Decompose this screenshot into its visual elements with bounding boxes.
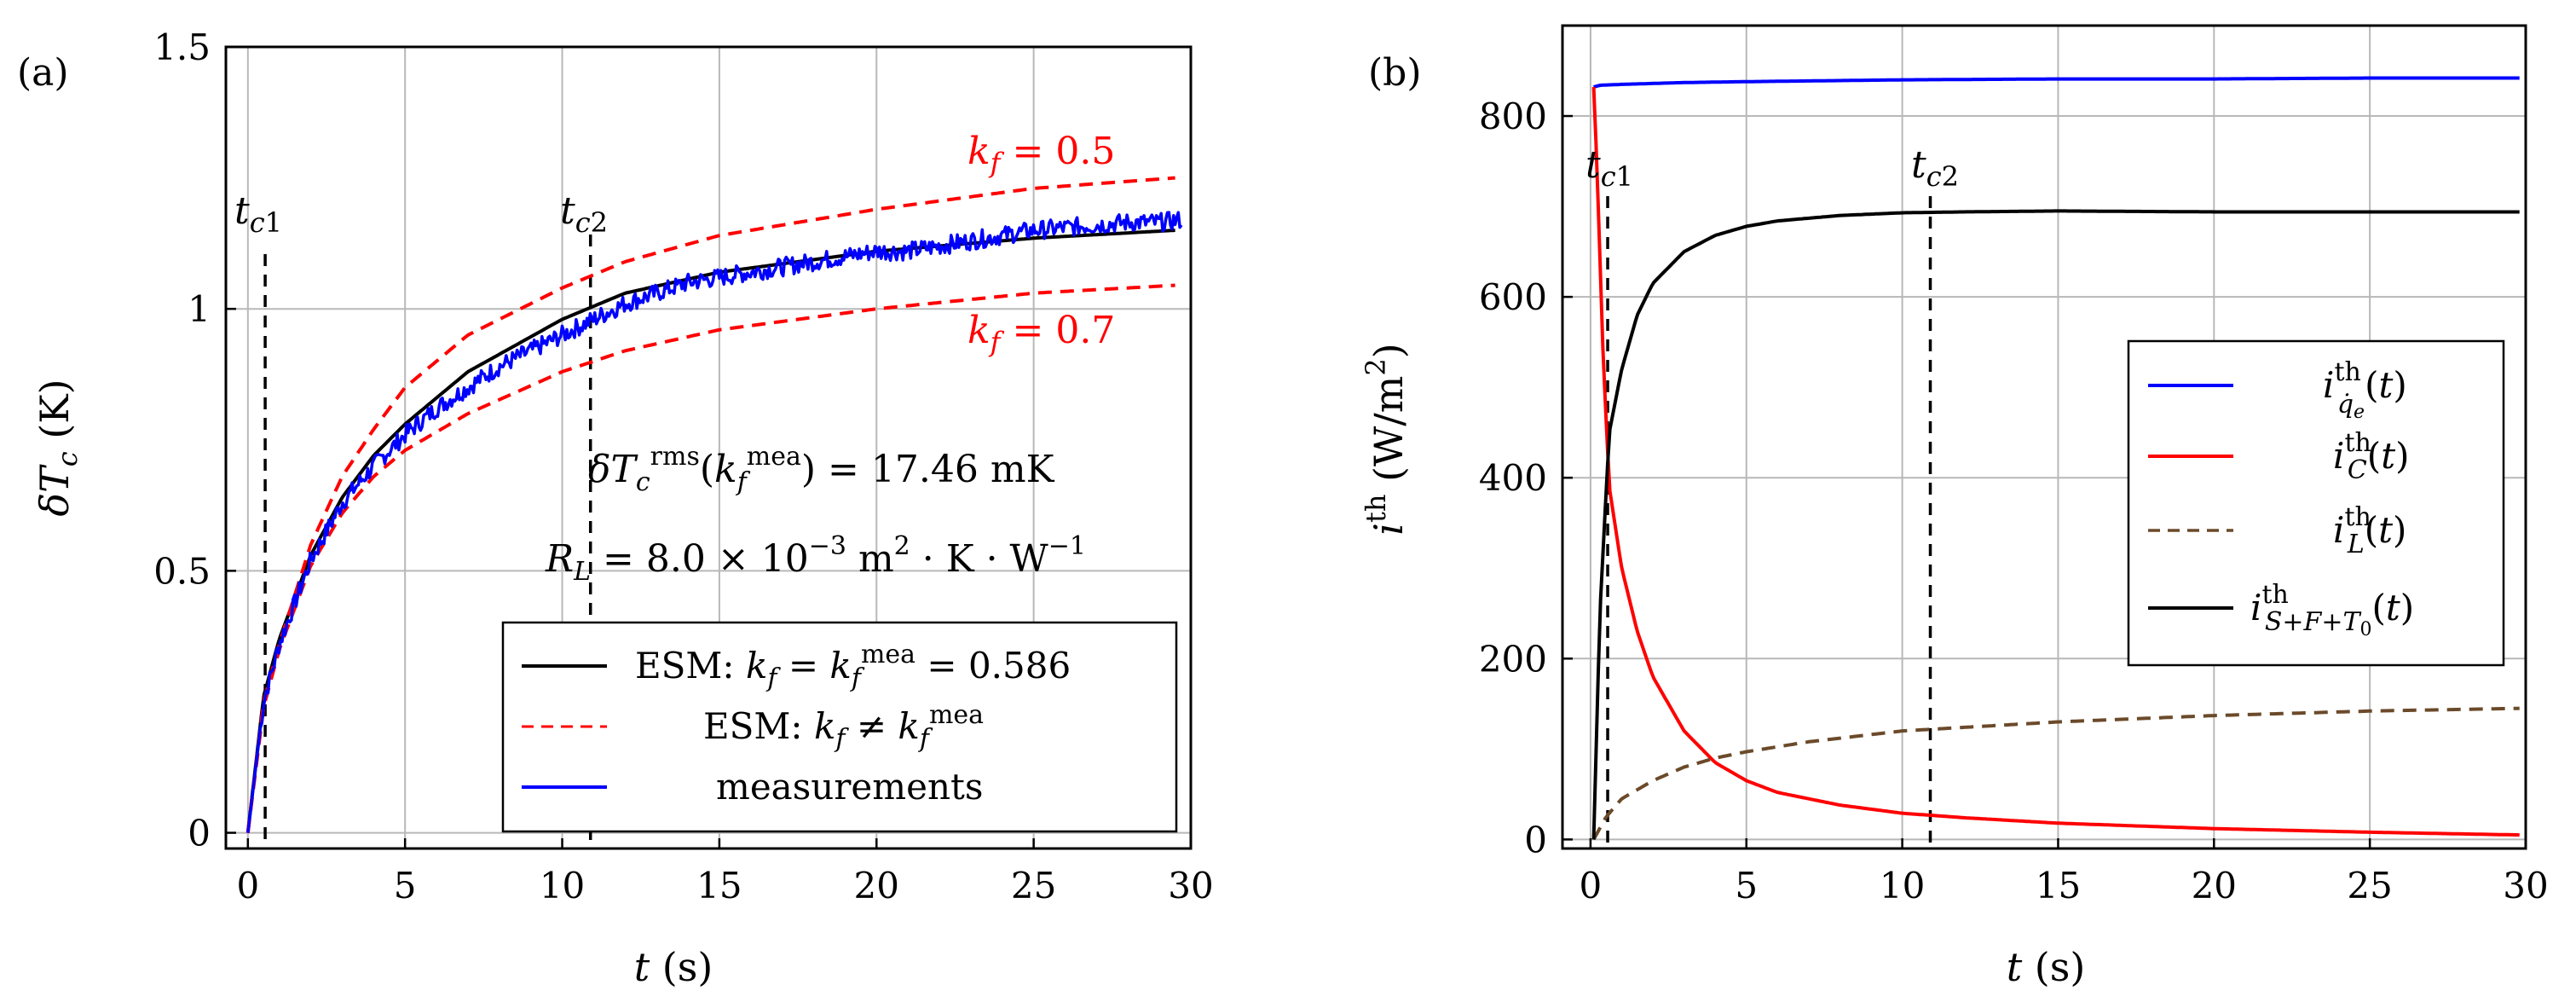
panel-b-series-line [1591,209,2520,840]
panel-a-legend-label-2: ESM: kf ≠ kfmea [703,700,984,754]
panel-a-series-line [245,229,1175,833]
panel-a-series-line [245,283,1175,833]
panel-b-ytick-label: 200 [1479,638,1547,680]
panel-b-legend-label-4: ith S+F+T0(t) [2250,580,2414,640]
panel-b-legend-box [2127,339,2505,667]
panel-a-kf07-label: kf = 0.7 [967,309,1115,358]
panel-b-grid [1562,26,2527,849]
panel-b-ytick-label: 800 [1479,96,1547,137]
panel-b-xtick-label: 0 [1580,865,1603,906]
panel-a-tc2-label: tc2 [560,189,608,239]
panel-a-series [245,176,1183,833]
panel-a-ytick-label: 1.5 [153,26,211,68]
panel-b-legend-label-3: ith L(t) [2333,502,2406,559]
panel-a-xlabel: t (s) [634,944,713,990]
panel-b-tc1-label: tc1 [1585,143,1633,193]
panel-b-xtick-label: 30 [2503,865,2548,906]
panel-b-xtick-label: 15 [2036,865,2081,906]
panel-a-ylabel: δTc (K) [32,379,84,516]
panel-a-ytick-label: 1 [188,288,211,330]
panel-b-xtick-label: 10 [1880,865,1925,906]
panel-a-legend-label-3: measurements [716,766,983,808]
panel-b-ylabel: ith (W/m2) [1360,343,1412,535]
panel-b-ytick-label: 600 [1479,276,1547,318]
panel-a-tc1-label: tc1 [234,189,282,239]
panel-a-xtick-label: 5 [394,865,417,906]
panel-b-ytick-label: 0 [1524,819,1547,860]
panel-a-series-line [246,211,1183,833]
panel-b-xtick-label: 20 [2192,865,2237,906]
panel-a-rms-annotation: δTcrms(kfmea) = 17.46 mK [588,442,1055,497]
panel-a-frame [224,45,1193,850]
panel-b-ticks: 0 5 10 15 20 25 30 0 200 400 600 800 [1479,96,2549,906]
panel-b-series-line [1591,87,2520,837]
panel-b-xtick-label: 25 [2347,865,2392,906]
panel-a-xtick-label: 30 [1168,865,1213,906]
panel-a-kf05-label: kf = 0.5 [967,130,1115,179]
panel-b-series [1591,76,2520,841]
panel-a-ticks: 0 5 10 15 20 25 30 0 0.5 1 1.5 [153,26,1214,906]
panel-b-legend: ith q̇e(t) ith C(t) ith L(t) ith S+F+T0(t) [2127,339,2505,667]
panel-b: (b) 0 5 10 15 20 25 30 0 200 400 600 800 tc1 tc2 it… [1360,24,2549,990]
panel-b-label: (b) [1368,51,1422,95]
panel-a-legend-box [501,621,1178,833]
panel-a-xtick-label: 0 [236,865,259,906]
panel-a: (a) 0 5 10 15 20 25 30 0 0.5 1 1.5 tc1 tc2 kf = 0.… [17,26,1214,990]
panel-b-xtick-label: 5 [1735,865,1758,906]
panel-b-vlines [1606,196,1932,849]
panel-b-series-line [1591,706,2520,841]
panel-b-frame [1561,24,2527,850]
panel-a-xtick-label: 20 [854,865,899,906]
panel-a-xtick-label: 25 [1011,865,1056,906]
panel-b-legend-label-2: ith C(t) [2333,428,2409,485]
panel-b-xlabel: t (s) [2007,944,2086,990]
panel-a-legend: ESM: kf = kfmea = 0.586 ESM: kf ≠ kfmea … [501,621,1178,833]
panel-b-ytick-label: 400 [1479,457,1547,499]
panel-a-legend-label-1: ESM: kf = kfmea = 0.586 [635,640,1071,693]
panel-b-legend-label-1: ith q̇e(t) [2323,357,2407,423]
panel-b-series-line [1593,76,2520,90]
panel-a-ytick-label: 0.5 [153,550,211,592]
panel-a-label: (a) [17,51,69,95]
panel-a-xtick-label: 10 [540,865,585,906]
panel-b-tc2-label: tc2 [1911,143,1959,193]
panel-a-series-line [245,176,1175,833]
panel-a-ytick-label: 0 [188,813,211,854]
panel-a-xtick-label: 15 [696,865,742,906]
panel-a-rl-annotation: RL = 8.0 × 10−3 m2 · K · W−1 [545,531,1086,587]
